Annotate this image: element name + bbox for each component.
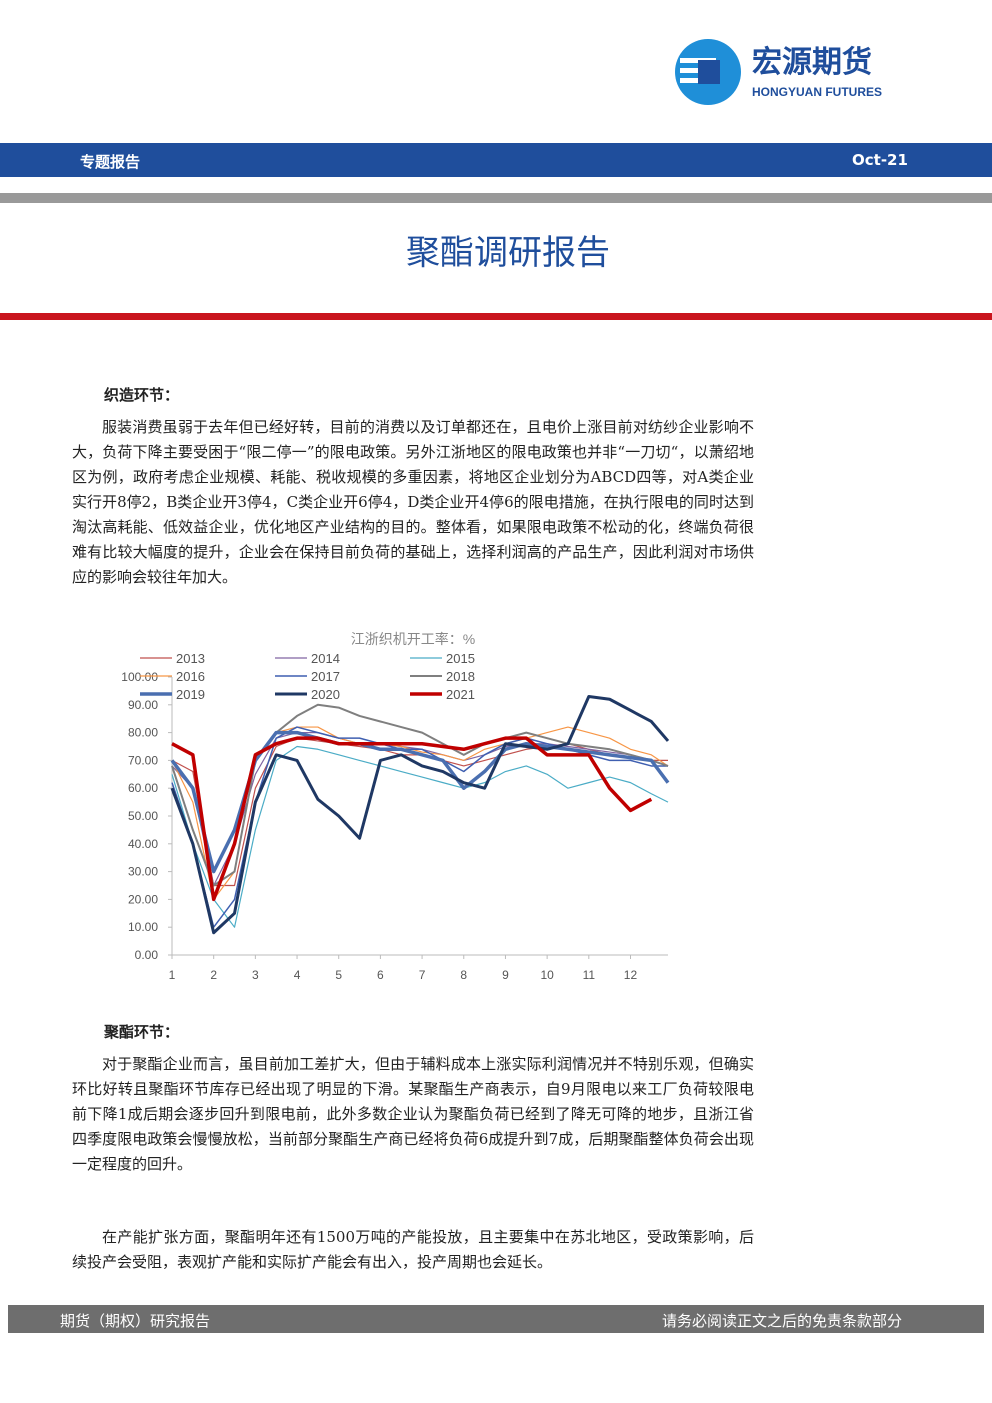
brand-en: HONGYUAN FUTURES (752, 85, 882, 99)
y-tick-label: 50.00 (128, 809, 158, 823)
y-tick-label: 100.00 (121, 670, 158, 684)
y-tick-label: 70.00 (128, 753, 158, 767)
chart: 江浙织机开工率：% 0.00 10.00 20.00 30.00 40.00 50.00 6… (121, 631, 670, 982)
x-tick-label: 3 (252, 968, 259, 982)
report-title: 聚酯调研报告 (406, 233, 610, 273)
x-tick-label: 6 (377, 968, 384, 982)
legend-label: 2015 (446, 651, 475, 666)
x-tick-label: 9 (502, 968, 509, 982)
x-tick-label: 8 (460, 968, 467, 982)
y-tick-label: 0.00 (135, 948, 159, 962)
legend-label: 2019 (176, 687, 205, 702)
y-tick-label: 30.00 (128, 865, 158, 879)
divider (0, 193, 992, 203)
section-label: 专题报告 (80, 153, 141, 171)
x-tick-label: 11 (583, 968, 596, 982)
paragraph: 在产能扩张方面，聚酯明年还有1500万吨的产能投放，且主要集中在苏北地区，受政策… (72, 1228, 754, 1271)
paragraph: 服装消费虽弱于去年但已经好转，目前的消费以及订单都还在，且电价上涨目前对纺纱企业… (72, 418, 754, 586)
y-tick-label: 10.00 (128, 920, 158, 934)
legend-label: 2014 (311, 651, 340, 666)
x-tick-label: 2 (210, 968, 217, 982)
footer-left: 期货（期权）研究报告 (60, 1312, 211, 1330)
series-line (171, 745, 669, 928)
section: 织造环节： 服装消费虽弱于去年但已经好转，目前的消费以及订单都还在，且电价上涨目… (72, 384, 754, 590)
series-line (171, 736, 653, 902)
y-tick-label: 60.00 (128, 781, 158, 795)
legend-label: 2018 (446, 669, 475, 684)
y-tick-label: 20.00 (128, 892, 158, 906)
series-line (171, 726, 668, 928)
section-heading: 聚酯环节： (104, 1023, 180, 1041)
paragraph: 对于聚酯企业而言，虽目前加工差扩大，但由于辅料成本上涨实际利润情况并不特别乐观，… (72, 1055, 754, 1173)
x-tick-label: 5 (335, 968, 342, 982)
series-line (170, 694, 670, 935)
chart-title: 江浙织机开工率：% (351, 631, 475, 647)
footer-right: 请务必阅读正文之后的免责条款部分 (661, 1312, 902, 1330)
legend-label: 2017 (311, 669, 340, 684)
header-band: 专题报告 Oct-21 (0, 143, 992, 177)
y-tick-label: 90.00 (128, 698, 158, 712)
logo-square (698, 60, 720, 84)
legend-label: 2020 (311, 687, 340, 702)
legend-label: 2021 (446, 687, 475, 702)
x-tick-label: 1 (169, 968, 176, 982)
section: 聚酯环节： 对于聚酯企业而言，虽目前加工差扩大，但由于辅料成本上涨实际利润情况并… (72, 1021, 754, 1275)
brand: 宏源期货 (752, 45, 872, 79)
x-tick-label: 7 (419, 968, 426, 982)
legend-label: 2013 (176, 651, 205, 666)
legend-label: 2016 (176, 669, 205, 684)
x-tick-label: 4 (294, 968, 301, 982)
logo: 宏源期货 HONGYUAN FUTURES (675, 39, 882, 105)
y-tick-label: 40.00 (128, 837, 158, 851)
section-heading: 织造环节： (104, 386, 180, 404)
divider (0, 313, 992, 320)
x-tick-label: 10 (540, 968, 554, 982)
y-tick-label: 80.00 (128, 726, 158, 740)
date: Oct-21 (852, 151, 908, 169)
x-tick-label: 12 (624, 968, 638, 982)
footer: 期货（期权）研究报告 请务必阅读正文之后的免责条款部分 (8, 1305, 984, 1333)
